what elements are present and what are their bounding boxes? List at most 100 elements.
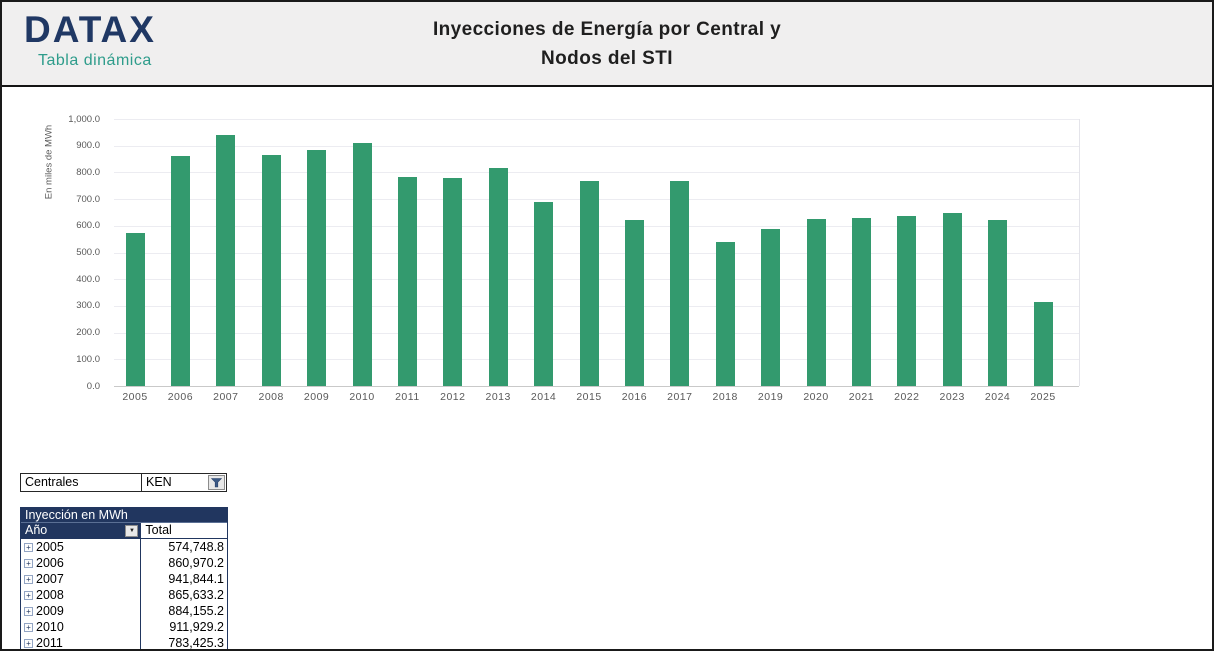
- bar-2005[interactable]: [125, 232, 145, 386]
- x-axis-tick-label: 2022: [894, 391, 920, 403]
- x-axis-tick-label: 2008: [258, 391, 284, 403]
- bar-2016[interactable]: [624, 220, 644, 386]
- bar-2024[interactable]: [988, 219, 1008, 386]
- datax-logo: DATAX: [24, 9, 156, 50]
- plot-right-border: [1079, 119, 1080, 386]
- bar-2014[interactable]: [534, 201, 554, 386]
- plus-box-icon[interactable]: +: [24, 638, 33, 648]
- bar-2021[interactable]: [851, 217, 871, 386]
- year-cell: +2007: [21, 571, 142, 587]
- pivot-rows: +2005 574,748.8 +2006 860,970.2 +2007 941,844…: [21, 539, 227, 650]
- filter-selected-value: KEN: [146, 475, 172, 489]
- y-axis-tick-label: 600.0: [76, 220, 100, 232]
- bar-2013[interactable]: [488, 167, 508, 386]
- y-axis-tick-label: 300.0: [76, 300, 100, 312]
- year-cell: +2009: [21, 603, 142, 619]
- total-value-cell: 865,633.2: [168, 588, 224, 602]
- plus-box-icon[interactable]: +: [24, 590, 33, 600]
- pivot-row-2009: +2009 884,155.2: [21, 603, 227, 619]
- x-axis-tick-label: 2007: [213, 391, 239, 403]
- total-value-cell: 941,844.1: [168, 572, 224, 586]
- bar-2012[interactable]: [443, 178, 463, 386]
- pivot-title: Inyección en MWh: [21, 507, 227, 523]
- year-label: 2008: [36, 588, 64, 602]
- x-axis-tick-label: 2020: [803, 391, 829, 403]
- bar-2025[interactable]: [1033, 301, 1053, 386]
- plus-box-icon[interactable]: +: [24, 558, 33, 568]
- pivot-row-2007: +2007 941,844.1: [21, 571, 227, 587]
- x-axis-tick-label: 2009: [303, 391, 330, 403]
- bar-2018[interactable]: [715, 242, 735, 386]
- x-axis-tick-label: 2023: [939, 391, 965, 403]
- x-axis-tick-label: 2021: [848, 391, 875, 403]
- y-axis-tick-label: 800.0: [76, 166, 100, 178]
- total-value-cell: 783,425.3: [168, 636, 224, 650]
- pivot-row-2010: +2010 911,929.2: [21, 619, 227, 635]
- plus-box-icon[interactable]: +: [24, 622, 33, 632]
- x-axis-tick-label: 2019: [757, 391, 784, 403]
- y-axis-tick-label: 200.0: [76, 327, 100, 339]
- year-label: 2009: [36, 604, 64, 618]
- y-axis-tick-label: 500.0: [76, 247, 100, 258]
- plus-box-icon[interactable]: +: [24, 574, 33, 584]
- page-title-line2: Nodos del STI: [541, 48, 673, 69]
- pivot-table: Inyección en MWh Año ▼ Total +2005 574,74…: [20, 507, 228, 650]
- bar-2017[interactable]: [670, 181, 690, 386]
- year-label: 2005: [36, 540, 64, 554]
- filter-dropdown-button[interactable]: [208, 475, 225, 490]
- logo-block: DATAX Tabla dinámica: [24, 10, 156, 70]
- filter-field-label: Centrales: [20, 473, 142, 492]
- plus-box-icon[interactable]: +: [24, 542, 33, 552]
- y-axis-title: En miles de MWh: [43, 124, 55, 200]
- bar-2019[interactable]: [761, 228, 781, 386]
- y-axis-tick-label: 0.0: [86, 380, 100, 392]
- y-gridline: [114, 119, 1079, 120]
- bar-2020[interactable]: [806, 219, 826, 386]
- x-axis-line: [114, 386, 1079, 387]
- bar-2007[interactable]: [216, 134, 236, 386]
- pivot-value-field: Total: [141, 523, 227, 538]
- logo-subtitle: Tabla dinámica: [38, 52, 152, 69]
- pivot-row-2006: +2006 860,970.2: [21, 555, 227, 571]
- x-axis-tick-label: 2018: [712, 391, 738, 403]
- year-cell: +2011: [21, 635, 142, 650]
- pivot-row-2008: +2008 865,633.2: [21, 587, 227, 603]
- filter-value-cell[interactable]: KEN: [141, 473, 227, 492]
- bar-2006[interactable]: [170, 156, 190, 386]
- y-axis-tick-label: 1,000.0: [68, 113, 100, 125]
- total-value-cell: 574,748.8: [168, 540, 224, 554]
- x-axis-tick-label: 2025: [1030, 391, 1056, 403]
- year-filter-dropdown-button[interactable]: ▼: [125, 525, 139, 537]
- y-axis-tick-label: 100.0: [76, 353, 100, 365]
- x-axis-tick-label: 2017: [667, 391, 693, 403]
- bar-2010[interactable]: [352, 142, 372, 386]
- x-axis-tick-label: 2012: [440, 391, 466, 403]
- pivot-row-2005: +2005 574,748.8: [21, 539, 227, 555]
- total-value-cell: 860,970.2: [168, 556, 224, 570]
- pivot-row-field: Año ▼: [21, 523, 142, 538]
- row-field-label: Año: [25, 523, 48, 537]
- year-cell: +2010: [21, 619, 142, 635]
- bar-2009[interactable]: [307, 149, 327, 386]
- bar-2023[interactable]: [942, 212, 962, 386]
- pivot-row-2011: +2011 783,425.3: [21, 635, 227, 650]
- year-label: 2011: [36, 636, 63, 650]
- x-axis-tick-label: 2010: [349, 391, 375, 403]
- x-axis-tick-label: 2013: [485, 391, 511, 403]
- bar-2011[interactable]: [397, 176, 417, 386]
- x-axis-tick-label: 2011: [395, 391, 420, 403]
- bar-2022[interactable]: [897, 215, 917, 386]
- y-axis-tick-label: 700.0: [76, 193, 100, 205]
- page-title: Inyecciones de Energía por Central y Nod…: [433, 15, 781, 73]
- plus-box-icon[interactable]: +: [24, 606, 33, 616]
- total-value-cell: 911,929.2: [169, 620, 224, 634]
- x-axis-tick-label: 2005: [122, 391, 148, 403]
- y-axis-tick-label: 400.0: [76, 273, 100, 285]
- year-cell: +2006: [21, 555, 142, 571]
- bar-2015[interactable]: [579, 181, 599, 386]
- bar-2008[interactable]: [261, 154, 281, 386]
- year-label: 2010: [36, 620, 64, 634]
- header-band: DATAX Tabla dinámica Inyecciones de Ener…: [2, 2, 1212, 87]
